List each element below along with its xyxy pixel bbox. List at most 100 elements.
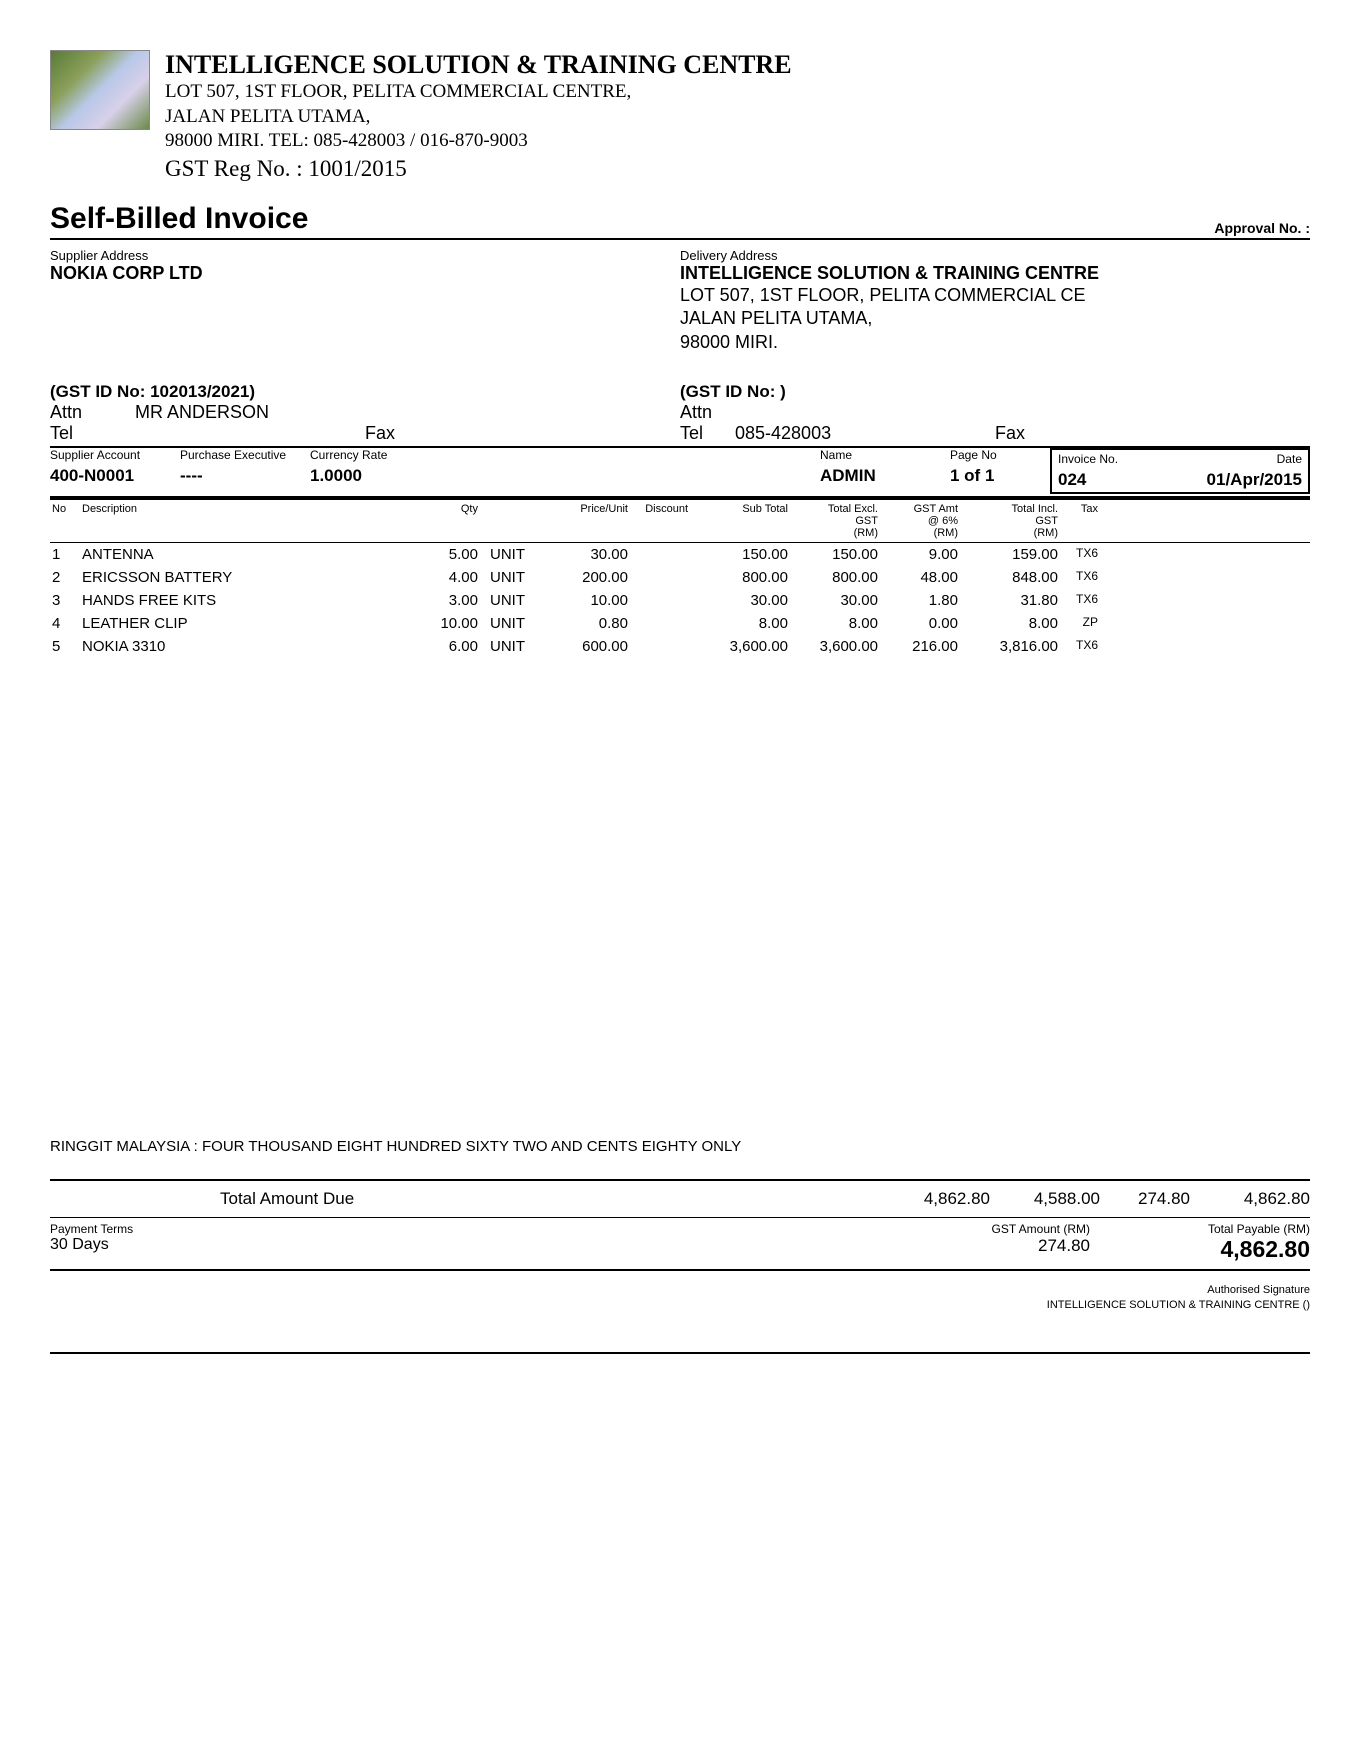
col-unit xyxy=(480,502,540,540)
col-discount: Discount xyxy=(630,502,690,540)
item-row: 4LEATHER CLIP10.00UNIT0.808.008.000.008.… xyxy=(50,612,1310,635)
col-subtotal: Sub Total xyxy=(690,502,790,540)
payment-terms-label: Payment Terms xyxy=(50,1222,890,1236)
delivery-attn-label: Attn xyxy=(680,402,735,423)
payment-row: Payment Terms 30 Days GST Amount (RM) 27… xyxy=(50,1218,1310,1271)
delivery-tel-fax: Tel 085-428003 Fax xyxy=(680,423,1310,444)
currency-rate-value: 1.0000 xyxy=(310,466,430,486)
delivery-address-label: Delivery Address xyxy=(680,248,1310,263)
items-body: 1ANTENNA5.00UNIT30.00150.00150.009.00159… xyxy=(50,543,1310,658)
supplier-account: Supplier Account 400-N0001 xyxy=(50,448,180,486)
payment-terms: Payment Terms 30 Days xyxy=(50,1222,890,1263)
total-label: Total Amount Due xyxy=(220,1189,860,1209)
invoice-no-label: Invoice No. xyxy=(1058,452,1118,466)
total-payable-value: 4,862.80 xyxy=(1090,1236,1310,1263)
total-row: Total Amount Due 4,862.80 4,588.00 274.8… xyxy=(50,1179,1310,1218)
delivery-address-block: Delivery Address INTELLIGENCE SOLUTION &… xyxy=(680,248,1310,354)
gst-amount: GST Amount (RM) 274.80 xyxy=(890,1222,1090,1263)
supplier-account-value: 400-N0001 xyxy=(50,466,180,486)
currency-rate-label: Currency Rate xyxy=(310,448,430,462)
col-no: No xyxy=(50,502,80,540)
delivery-tel-value: 085-428003 xyxy=(735,423,995,444)
invoice-date-col: Date 01/Apr/2015 xyxy=(1207,452,1302,490)
delivery-line1: LOT 507, 1ST FLOOR, PELITA COMMERCIAL CE xyxy=(680,284,1310,307)
total-payable: Total Payable (RM) 4,862.80 xyxy=(1090,1222,1310,1263)
signature-label: Authorised Signature xyxy=(50,1283,1310,1297)
col-excl: Total Excl.GST(RM) xyxy=(790,502,880,540)
attn-row: Attn MR ANDERSON Attn xyxy=(50,402,1310,423)
bottom-divider xyxy=(50,1352,1310,1354)
purchase-exec-value: ---- xyxy=(180,466,310,486)
admin-name: Name ADMIN xyxy=(820,448,950,486)
company-logo xyxy=(50,50,150,130)
col-gst: GST Amt@ 6%(RM) xyxy=(880,502,960,540)
gst-amount-value: 274.80 xyxy=(890,1236,1090,1256)
page-no-value: 1 of 1 xyxy=(950,466,1050,486)
supplier-name: NOKIA CORP LTD xyxy=(50,263,680,284)
item-row: 5NOKIA 33106.00UNIT600.003,600.003,600.0… xyxy=(50,635,1310,658)
gst-reg: GST Reg No. : 1001/2015 xyxy=(165,156,1310,182)
delivery-line2: JALAN PELITA UTAMA, xyxy=(680,307,1310,330)
supplier-tel-fax: Tel Fax xyxy=(50,423,680,444)
gst-amount-label: GST Amount (RM) xyxy=(890,1222,1090,1236)
name-value: ADMIN xyxy=(820,466,950,486)
currency-rate: Currency Rate 1.0000 xyxy=(310,448,430,486)
invoice-no-col: Invoice No. 024 xyxy=(1058,452,1118,490)
company-addr2: JALAN PELITA UTAMA, xyxy=(165,105,1310,130)
col-incl: Total Incl.GST(RM) xyxy=(960,502,1060,540)
address-row: Supplier Address NOKIA CORP LTD Delivery… xyxy=(50,248,1310,354)
gst-reg-value: 1001/2015 xyxy=(308,156,406,181)
total-excl: 4,588.00 xyxy=(990,1189,1100,1209)
company-addr1: LOT 507, 1ST FLOOR, PELITA COMMERCIAL CE… xyxy=(165,80,1310,105)
signature-company: INTELLIGENCE SOLUTION & TRAINING CENTRE … xyxy=(50,1298,1310,1312)
tel-row: Tel Fax Tel 085-428003 Fax xyxy=(50,423,1310,444)
gst-id-row: (GST ID No: 102013/2021) (GST ID No: ) xyxy=(50,382,1310,402)
items-header: No Description Qty Price/Unit Discount S… xyxy=(50,498,1310,543)
page-no: Page No 1 of 1 xyxy=(950,448,1050,486)
supplier-tel-value xyxy=(105,423,365,444)
total-gst: 274.80 xyxy=(1100,1189,1190,1209)
letterhead: INTELLIGENCE SOLUTION & TRAINING CENTRE … xyxy=(50,50,1310,182)
col-qty: Qty xyxy=(380,502,480,540)
supplier-attn-value: MR ANDERSON xyxy=(135,402,269,423)
delivery-fax-label: Fax xyxy=(995,423,1025,444)
supplier-gst-id: (GST ID No: 102013/2021) xyxy=(50,382,680,402)
total-sub: 4,862.80 xyxy=(860,1189,990,1209)
purchase-exec-label: Purchase Executive xyxy=(180,448,310,462)
gst-reg-label: GST Reg No. : xyxy=(165,156,308,181)
supplier-address-label: Supplier Address xyxy=(50,248,680,263)
approval-no: Approval No. : xyxy=(1214,220,1310,236)
delivery-line3: 98000 MIRI. xyxy=(680,331,1310,354)
item-row: 2ERICSSON BATTERY4.00UNIT200.00800.00800… xyxy=(50,566,1310,589)
purchase-executive: Purchase Executive ---- xyxy=(180,448,310,486)
payment-terms-value: 30 Days xyxy=(50,1236,890,1254)
supplier-address-block: Supplier Address NOKIA CORP LTD xyxy=(50,248,680,354)
item-row: 3HANDS FREE KITS3.00UNIT10.0030.0030.001… xyxy=(50,589,1310,612)
col-price: Price/Unit xyxy=(540,502,630,540)
col-tax: Tax xyxy=(1060,502,1100,540)
delivery-name: INTELLIGENCE SOLUTION & TRAINING CENTRE xyxy=(680,263,1310,284)
delivery-tel-label: Tel xyxy=(680,423,735,444)
delivery-attn: Attn xyxy=(680,402,1310,423)
total-payable-label: Total Payable (RM) xyxy=(1090,1222,1310,1236)
meta-row: Supplier Account 400-N0001 Purchase Exec… xyxy=(50,448,1310,498)
supplier-attn-label: Attn xyxy=(50,402,105,423)
company-addr3: 98000 MIRI. TEL: 085-428003 / 016-870-90… xyxy=(165,129,1310,154)
document-title: Self-Billed Invoice xyxy=(50,202,308,236)
item-row: 1ANTENNA5.00UNIT30.00150.00150.009.00159… xyxy=(50,543,1310,566)
supplier-attn: Attn MR ANDERSON xyxy=(50,402,680,423)
col-desc: Description xyxy=(80,502,380,540)
title-row: Self-Billed Invoice Approval No. : xyxy=(50,202,1310,240)
page-no-label: Page No xyxy=(950,448,1050,462)
name-label: Name xyxy=(820,448,950,462)
date-label: Date xyxy=(1277,452,1302,466)
invoice-box: Invoice No. 024 Date 01/Apr/2015 xyxy=(1050,448,1310,494)
invoice-no-value: 024 xyxy=(1058,470,1118,490)
supplier-fax-label: Fax xyxy=(365,423,395,444)
amount-in-words: RINGGIT MALAYSIA : FOUR THOUSAND EIGHT H… xyxy=(50,1138,1310,1155)
company-info: INTELLIGENCE SOLUTION & TRAINING CENTRE … xyxy=(165,50,1310,182)
delivery-gst-id: (GST ID No: ) xyxy=(680,382,1310,402)
total-incl: 4,862.80 xyxy=(1190,1189,1310,1209)
company-name: INTELLIGENCE SOLUTION & TRAINING CENTRE xyxy=(165,50,1310,80)
spacer xyxy=(50,658,1310,1138)
